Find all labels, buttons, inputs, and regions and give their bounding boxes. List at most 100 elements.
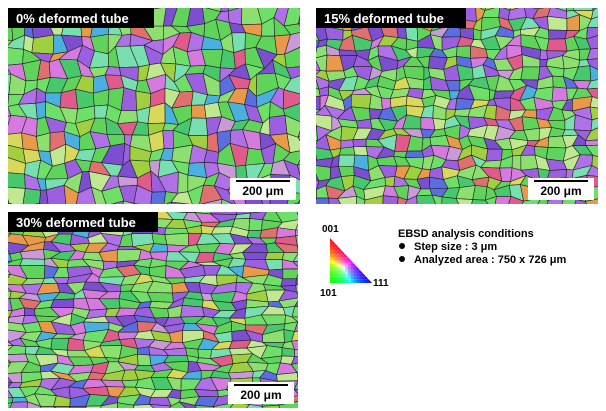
grain	[91, 0, 110, 8]
grain	[364, 206, 384, 218]
grain	[312, 165, 331, 181]
grain	[2, 354, 28, 362]
grain	[599, 6, 606, 20]
pole-label: 101	[320, 288, 337, 299]
grain	[236, 202, 251, 215]
grain	[0, 317, 9, 322]
grain	[566, 0, 573, 11]
grain	[546, 210, 563, 215]
panel-label: 0% deformed tube	[16, 11, 129, 26]
grain	[294, 206, 309, 211]
grain	[63, 0, 81, 8]
grain	[302, 206, 314, 218]
grain	[494, 208, 512, 221]
grain	[302, 0, 319, 8]
grain	[353, 139, 366, 147]
grain	[600, 68, 606, 81]
grain	[602, 46, 606, 60]
grain	[356, 206, 366, 220]
grain	[165, 233, 188, 246]
grain	[300, 155, 317, 165]
grain	[471, 206, 490, 219]
grain	[308, 317, 333, 326]
grain	[573, 209, 591, 222]
grain	[298, 132, 317, 150]
grain	[243, 206, 267, 213]
grain	[339, 147, 355, 155]
grain	[601, 116, 606, 131]
grain	[0, 330, 9, 343]
grain	[12, 397, 27, 402]
grain	[590, 107, 605, 120]
grain	[598, 35, 606, 48]
grain	[310, 379, 329, 390]
grain	[242, 0, 264, 7]
grain	[287, 134, 305, 153]
grain	[249, 218, 263, 230]
grain	[521, 67, 540, 80]
pole-label: 111	[373, 278, 389, 289]
grain	[351, 95, 371, 109]
ipf-cell	[342, 251, 345, 254]
grain	[434, 207, 448, 220]
grain	[311, 260, 331, 266]
grain	[0, 157, 7, 173]
grain	[296, 291, 316, 299]
grain	[191, 105, 206, 118]
grain	[473, 29, 481, 40]
grain	[297, 242, 315, 253]
scale-label: 200 μm	[240, 388, 281, 402]
grain	[292, 332, 318, 342]
grain	[307, 250, 331, 262]
grain	[312, 396, 328, 406]
grain	[296, 266, 315, 279]
grain	[299, 175, 319, 190]
scale-label: 200 μm	[540, 184, 581, 198]
grain	[455, 109, 471, 117]
grain	[356, 119, 372, 128]
grain	[520, 0, 539, 9]
grain	[296, 234, 315, 246]
grain	[573, 0, 593, 11]
grain	[298, 123, 317, 137]
grain	[500, 168, 512, 182]
grain	[308, 206, 325, 210]
grain	[242, 4, 262, 25]
grain	[188, 118, 207, 136]
figure: 0% deformed tube 200 μm 15% deformed tube 2…	[0, 0, 606, 411]
grain	[163, 130, 174, 148]
grain	[296, 229, 316, 236]
grain	[151, 192, 166, 207]
grain	[22, 188, 40, 207]
panel-label: 15% deformed tube	[324, 11, 444, 26]
grain	[303, 21, 313, 31]
grain	[316, 0, 333, 8]
grain	[314, 198, 330, 209]
grain	[310, 386, 328, 399]
grain	[0, 47, 6, 65]
grain	[433, 118, 446, 130]
grain	[473, 186, 487, 201]
grain	[302, 177, 316, 194]
grain	[221, 0, 229, 12]
grain	[599, 15, 606, 28]
grain	[302, 31, 314, 51]
grain	[122, 0, 138, 9]
grain	[311, 371, 329, 381]
grain	[561, 209, 573, 222]
grain	[393, 207, 410, 216]
grain	[304, 40, 320, 47]
grain	[243, 252, 268, 259]
grain	[300, 147, 317, 160]
grain	[552, 87, 567, 101]
grain	[295, 349, 314, 357]
scale-label: 200 μm	[242, 184, 283, 198]
ipf-cell	[336, 244, 339, 247]
grain	[51, 338, 69, 350]
grain	[191, 0, 203, 7]
grain	[301, 46, 317, 58]
grain	[276, 206, 297, 212]
grain	[421, 0, 437, 7]
ipf-cell	[330, 238, 333, 241]
bullet	[399, 256, 405, 262]
